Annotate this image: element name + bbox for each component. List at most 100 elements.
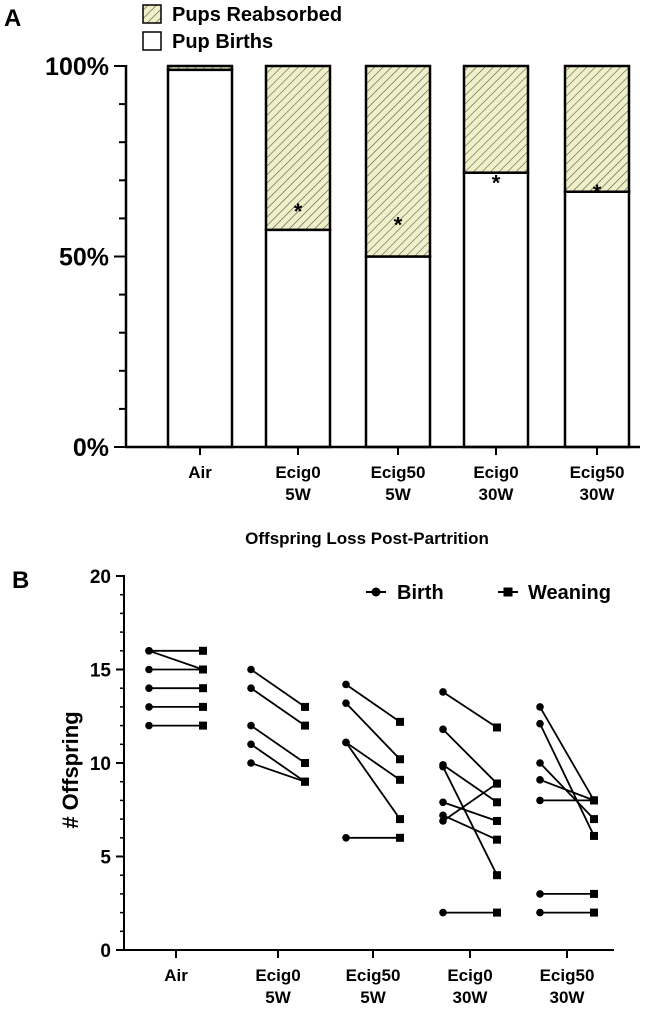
weaning-point xyxy=(493,908,501,917)
birth-point xyxy=(439,817,447,825)
x-tick-label-b: 5W xyxy=(265,988,291,1007)
weaning-point xyxy=(493,798,501,807)
y-axis-a: 0% 50% 100% xyxy=(45,53,128,462)
birth-point xyxy=(439,798,447,807)
y-tick-label-b: 20 xyxy=(90,567,111,588)
panel-label-a: A xyxy=(4,5,21,32)
pair-line xyxy=(345,741,401,820)
weaning-point xyxy=(396,815,404,824)
weaning-point xyxy=(396,833,404,842)
birth-point xyxy=(536,908,544,917)
birth-point xyxy=(536,796,544,805)
birth-point xyxy=(439,811,447,820)
x-tick-label-b: Ecig0 xyxy=(255,966,300,985)
legend-label-births: Pup Births xyxy=(172,31,273,53)
pair-line xyxy=(148,649,204,671)
pair-line xyxy=(345,702,401,760)
x-tick-label-a: Ecig0 xyxy=(275,463,320,482)
x-tick-label-b: Ecig50 xyxy=(540,966,595,985)
x-tick-label-b: 30W xyxy=(550,988,586,1007)
birth-point xyxy=(247,665,255,674)
birth-point xyxy=(145,665,153,674)
legend-marker-birth xyxy=(371,587,381,597)
bar-pup-births xyxy=(364,255,432,449)
legend-swatch-births xyxy=(142,31,162,51)
weaning-point xyxy=(493,835,501,844)
weaning-point xyxy=(199,646,207,655)
x-tick-label-b: Ecig50 xyxy=(346,966,401,985)
bar-pup-births xyxy=(462,171,530,449)
birth-point xyxy=(247,684,255,692)
legend-b: Birth Weaning xyxy=(366,582,611,604)
y-tick-label-b: 5 xyxy=(100,848,111,869)
weaning-point xyxy=(396,717,404,726)
x-tick-label-a: Ecig0 xyxy=(473,463,518,482)
x-tick-label-a: Ecig50 xyxy=(371,463,426,482)
bar-pups-reabsorbed xyxy=(264,64,332,232)
pair-line xyxy=(442,814,498,841)
birth-point xyxy=(247,721,255,730)
bar-pups-reabsorbed xyxy=(364,64,432,258)
x-tick-label-a: 30W xyxy=(479,485,515,504)
legend-marker-weaning xyxy=(503,587,513,597)
legend-swatch-reabsorbed xyxy=(142,4,162,24)
x-tick-label-b: Air xyxy=(164,966,188,985)
weaning-point xyxy=(590,815,598,824)
birth-point xyxy=(145,703,153,711)
chart-b: # Offspring Birth Weaning 0 5 10 15 20 Air Eci… xyxy=(58,567,614,1007)
pair-line xyxy=(442,764,498,804)
y-axis-b: 0 5 10 15 20 xyxy=(90,567,125,962)
bar-pups-reabsorbed xyxy=(462,64,530,174)
birth-point xyxy=(439,762,447,771)
significance-marker: * xyxy=(492,170,501,195)
legend-label-birth: Birth xyxy=(397,582,444,604)
birth-point xyxy=(145,721,153,730)
birth-point xyxy=(342,699,350,707)
birth-point xyxy=(342,680,350,689)
pair-line xyxy=(442,691,498,729)
bar-pup-births xyxy=(264,228,332,449)
weaning-point xyxy=(590,831,598,840)
pair-line xyxy=(442,766,498,876)
weaning-point xyxy=(590,908,598,917)
pair-line xyxy=(442,782,498,822)
weaning-point xyxy=(199,721,207,730)
birth-point xyxy=(536,759,544,767)
weaning-point xyxy=(493,816,501,825)
pair-line xyxy=(442,801,498,822)
y-tick-label-b: 15 xyxy=(90,661,112,682)
pair-line xyxy=(442,728,498,785)
pair-line xyxy=(250,743,306,783)
weaning-point xyxy=(590,889,598,898)
x-tick-label-b: 5W xyxy=(360,988,386,1007)
x-tick-label-a: 5W xyxy=(385,485,411,504)
legend-label-weaning: Weaning xyxy=(528,582,611,604)
birth-point xyxy=(536,719,544,728)
birth-point xyxy=(342,738,350,747)
significance-marker: * xyxy=(394,212,403,237)
bar-pups-reabsorbed xyxy=(166,64,234,72)
birth-point xyxy=(439,688,447,696)
bar-pups-reabsorbed xyxy=(563,64,631,193)
panel-label-b: B xyxy=(12,567,29,594)
weaning-point xyxy=(199,665,207,674)
pair-line xyxy=(539,706,595,801)
x-tick-label-b: 30W xyxy=(453,988,489,1007)
pair-line xyxy=(250,762,306,783)
x-tick-label-a: 30W xyxy=(580,485,616,504)
x-axis-b: Air Ecig0 5W Ecig50 5W Ecig0 30W Ecig50 30W xyxy=(123,949,614,1007)
legend-label-reabsorbed: Pups Reabsorbed xyxy=(172,4,342,26)
pair-line xyxy=(539,723,595,837)
birth-point xyxy=(247,740,255,749)
birth-point xyxy=(145,647,153,655)
weaning-point xyxy=(301,721,309,730)
y-axis-label-b: # Offspring xyxy=(58,711,83,828)
x-tick-label-a: Ecig50 xyxy=(570,463,625,482)
y-tick-label-a: 0% xyxy=(73,434,109,462)
weaning-point xyxy=(396,755,404,764)
weaning-point xyxy=(493,871,501,880)
significance-marker: * xyxy=(294,199,303,224)
pair-line xyxy=(539,778,595,802)
birth-point xyxy=(342,834,350,842)
y-tick-label-b: 10 xyxy=(90,754,111,775)
